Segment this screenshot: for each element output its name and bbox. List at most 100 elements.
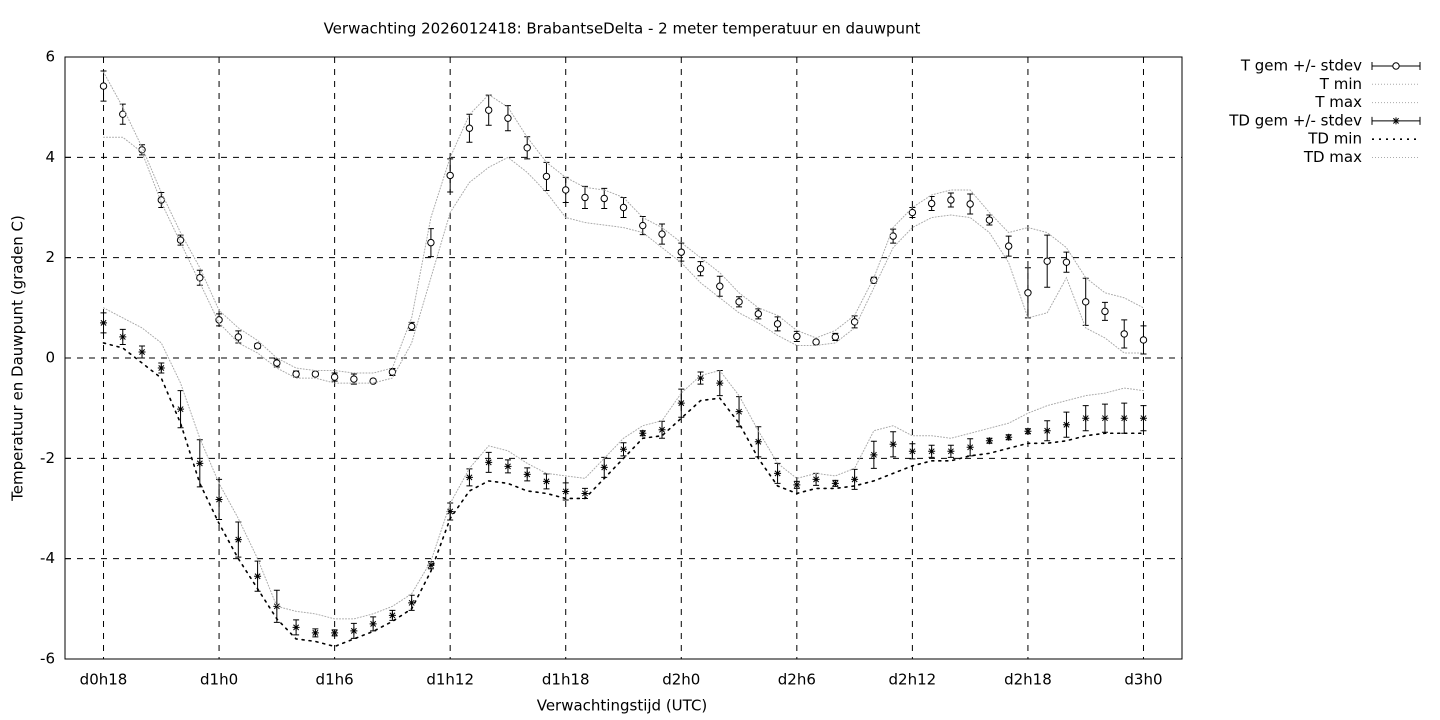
x-tick-label: d1h6 [316, 671, 354, 689]
point [504, 462, 512, 470]
point [619, 203, 628, 212]
point [1062, 421, 1070, 429]
point [735, 408, 743, 416]
point [1005, 433, 1013, 441]
point [1024, 427, 1032, 435]
point [446, 171, 454, 180]
point [523, 470, 531, 478]
point [600, 463, 608, 471]
legend-label: T min [1319, 75, 1362, 93]
point [754, 438, 762, 446]
point [292, 623, 300, 631]
point [793, 332, 801, 341]
point [465, 473, 473, 481]
point [831, 479, 839, 487]
point [1024, 289, 1032, 297]
legend-marker [1392, 117, 1400, 125]
point [620, 445, 627, 453]
y-tick-label: 0 [45, 349, 55, 367]
point [793, 481, 801, 489]
x-tick-label: d1h0 [200, 671, 238, 689]
point [677, 248, 685, 256]
y-axis-label: Temperatuur en Dauwpunt (graden C) [9, 215, 27, 502]
point [485, 458, 493, 466]
point [273, 602, 281, 610]
point [927, 199, 936, 208]
point [716, 379, 724, 387]
point [562, 186, 570, 194]
point [330, 373, 339, 381]
x-tick-label: d1h18 [542, 671, 590, 689]
point [542, 477, 550, 485]
point [427, 561, 435, 569]
series-line [103, 71, 1144, 374]
x-tick-label: d2h18 [1004, 671, 1052, 689]
point [928, 447, 936, 455]
point [177, 405, 185, 413]
point [465, 124, 474, 132]
point [639, 221, 647, 230]
point [812, 338, 820, 346]
point [908, 447, 916, 455]
legend-label: TD min [1307, 130, 1362, 148]
point [716, 282, 724, 290]
point [234, 536, 242, 544]
point [985, 216, 994, 224]
point [754, 310, 763, 318]
y-tick-label: -4 [40, 549, 55, 567]
point [523, 144, 531, 152]
point [408, 599, 416, 607]
point [292, 370, 300, 378]
point [677, 399, 685, 407]
legend-marker [1392, 62, 1400, 70]
point [196, 459, 204, 467]
point [1120, 414, 1128, 422]
y-tick-label: 2 [45, 248, 55, 266]
point [1120, 330, 1128, 338]
legend-label: TD max [1303, 148, 1362, 166]
point [253, 342, 262, 350]
point [176, 236, 185, 244]
x-tick-label: d2h6 [778, 671, 816, 689]
x-tick-label: d2h12 [889, 671, 937, 689]
point [407, 322, 416, 331]
point [562, 487, 570, 495]
point [735, 298, 743, 306]
point [773, 320, 782, 328]
point [697, 374, 705, 382]
point [311, 370, 320, 378]
point [350, 375, 358, 383]
point [658, 426, 666, 434]
point [254, 572, 262, 580]
point [947, 447, 955, 455]
point [427, 238, 435, 247]
point [1043, 427, 1051, 435]
legend-label: T gem +/- stdev [1240, 57, 1362, 75]
point [1043, 257, 1051, 265]
point [504, 114, 512, 122]
point [119, 333, 127, 341]
y-tick-label: -2 [40, 449, 55, 467]
legend-label: T max [1314, 93, 1362, 111]
chart-title: Verwachting 2026012418: BrabantseDelta -… [324, 20, 921, 38]
point [311, 629, 319, 637]
point [985, 437, 993, 445]
x-tick-label: d2h0 [662, 671, 700, 689]
point [446, 508, 454, 516]
series-line [102, 342, 1145, 648]
point [331, 629, 339, 637]
point [1139, 336, 1148, 344]
point [908, 208, 917, 217]
point [1062, 258, 1071, 266]
y-tick-label: -6 [40, 650, 55, 668]
series-line [103, 307, 1144, 620]
x-tick-label: d3h0 [1124, 671, 1162, 689]
point [157, 364, 165, 372]
y-tick-label: 4 [45, 148, 55, 166]
point [870, 451, 878, 459]
point [1082, 414, 1090, 422]
point [581, 489, 589, 497]
point [581, 193, 589, 202]
point [1101, 307, 1109, 316]
